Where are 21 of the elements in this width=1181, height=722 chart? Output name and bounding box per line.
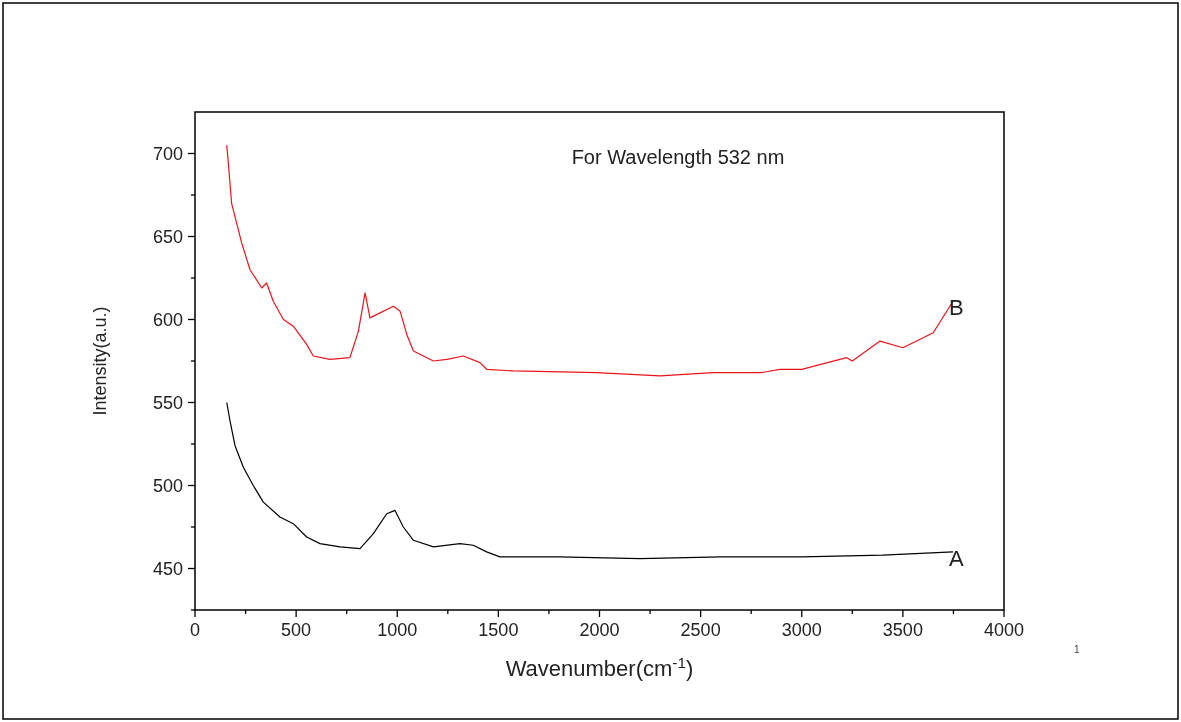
y-tick-label: 650 xyxy=(152,226,183,247)
y-tick-label: 700 xyxy=(152,143,183,164)
text: For Wavelength 532 nm xyxy=(571,146,785,168)
annotation: B xyxy=(949,295,964,321)
y-tick-label: 550 xyxy=(152,392,183,413)
x-tick-label: 1500 xyxy=(478,620,519,640)
x-tick-label: 2500 xyxy=(680,620,721,640)
x-tick-label: 4000 xyxy=(983,620,1025,640)
x-tick-label: 0 xyxy=(189,620,201,640)
x-tick-label: 3500 xyxy=(882,620,923,640)
y-tick-label: 500 xyxy=(152,475,183,496)
x-tick-label: 1000 xyxy=(377,620,418,640)
y-axis-title: Intensity(a.u.) xyxy=(90,306,110,416)
text: 1 xyxy=(1074,644,1080,655)
y-tick-label: 450 xyxy=(152,558,183,579)
x-tick-label: 2000 xyxy=(579,620,620,640)
x-tick-label: 3000 xyxy=(781,620,822,640)
annotation: A xyxy=(949,545,965,571)
y-tick-label: 600 xyxy=(152,309,183,330)
x-axis-title: Wavenumber(cm$^{-1}$) xyxy=(505,653,694,681)
x-tick-label: 500 xyxy=(281,620,312,640)
